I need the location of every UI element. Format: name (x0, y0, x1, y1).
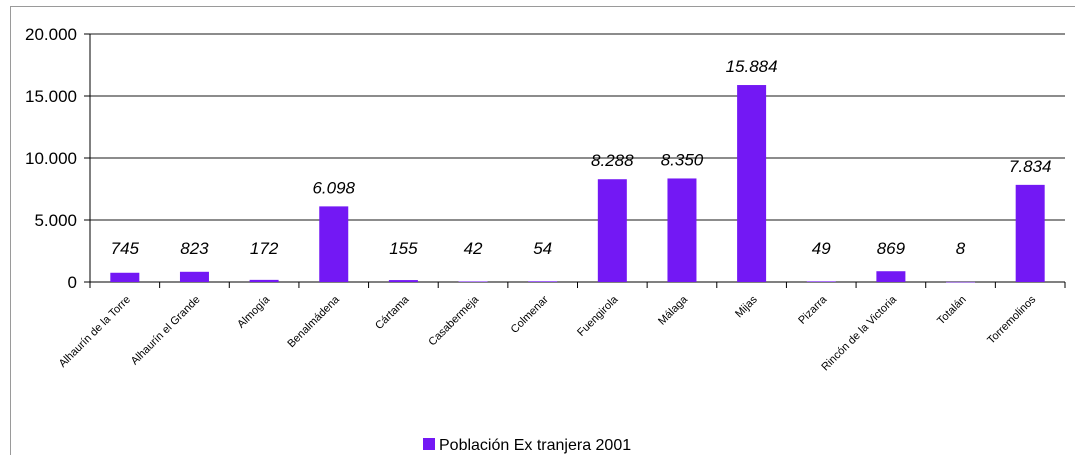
bar (946, 281, 976, 283)
data-label: 8.350 (661, 150, 704, 169)
bar (110, 272, 140, 282)
bar (528, 281, 558, 282)
data-label: 8.288 (591, 151, 634, 170)
legend-label: Población Ex tranjera 2001 (439, 437, 631, 454)
data-label: 15.884 (726, 57, 778, 76)
x-tick-label: Colmenar (509, 293, 551, 335)
data-label: 54 (533, 239, 552, 258)
bar (876, 271, 906, 282)
bar (458, 281, 488, 282)
y-tick-label: 15.000 (25, 87, 77, 106)
x-tick-label: Almogía (235, 293, 273, 331)
x-tick-label: Totalán (935, 294, 969, 328)
data-label: 745 (111, 239, 140, 258)
data-label: 155 (389, 239, 418, 258)
x-tick-label: Benalmádena (285, 293, 342, 350)
x-tick-label: Alhaurín de la Torre (57, 294, 133, 370)
data-label: 6.098 (312, 178, 355, 197)
bar (597, 179, 627, 282)
x-tick-label: Alhaurín el Grande (129, 294, 203, 368)
y-tick-label: 10.000 (25, 149, 77, 168)
x-tick-label: Torremolinos (985, 293, 1038, 346)
bar (667, 178, 697, 282)
data-label: 823 (180, 239, 209, 258)
data-labels: 745 823 172 6.098 155 42 54 8.288 8.350 15.884 49 8… (111, 57, 1052, 258)
y-tick-label: 20.000 (25, 25, 77, 44)
bars (110, 85, 1045, 283)
x-tick-label: Fuengirola (575, 293, 621, 339)
data-label: 49 (812, 239, 831, 258)
gridlines (90, 33, 1065, 221)
y-tick-label: 0 (68, 273, 77, 292)
data-label: 8 (956, 239, 966, 258)
legend: Población Ex tranjera 2001 (423, 437, 631, 454)
bar (249, 279, 279, 282)
data-label: 7.834 (1009, 157, 1052, 176)
bar (1015, 184, 1045, 282)
legend-swatch (423, 438, 435, 450)
x-tick-label: Málaga (656, 293, 691, 328)
y-axis: 0 5.000 10.000 15.000 20.000 (25, 25, 91, 292)
y-tick-label: 5.000 (34, 211, 77, 230)
bar (179, 271, 209, 282)
x-tick-label: Casabermeja (426, 293, 481, 348)
chart-frame (10, 6, 1075, 455)
bar (737, 85, 767, 283)
bar (319, 206, 349, 282)
data-label: 869 (877, 239, 906, 258)
x-tick-label: Pizarra (796, 293, 830, 327)
x-tick-label: Cártama (373, 293, 412, 332)
x-tick-label: Rincón de la Victoria (819, 293, 899, 373)
bar (806, 281, 836, 282)
bar (388, 280, 418, 282)
x-tick-label: Mijas (733, 293, 760, 320)
data-label: 172 (250, 239, 279, 258)
data-label: 42 (464, 239, 483, 258)
